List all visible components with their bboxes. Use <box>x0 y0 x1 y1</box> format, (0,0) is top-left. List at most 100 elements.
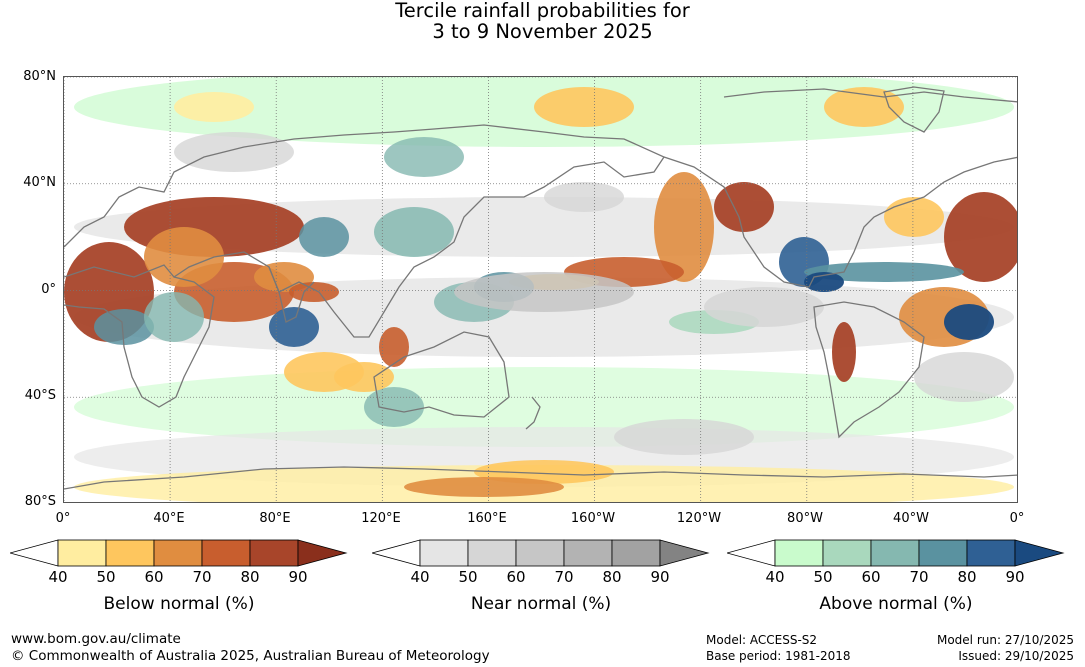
colorbar-tick-label: 70 <box>909 568 929 586</box>
probability-patch <box>334 362 394 392</box>
footer-issued: Issued: 29/10/2025 <box>958 649 1074 663</box>
coastlines <box>64 86 1017 490</box>
probability-patch <box>944 304 994 340</box>
graticule <box>64 77 1017 502</box>
lat-label-40n: 40°N <box>23 175 56 190</box>
colorbar-lower-extension <box>10 539 59 567</box>
probability-patch <box>454 272 634 312</box>
probability-patch <box>884 197 944 237</box>
probability-patch <box>144 292 204 342</box>
coastline-eurasia <box>64 124 665 338</box>
coastline-greenland <box>883 86 945 133</box>
probability-patch <box>944 192 1017 282</box>
probability-patch <box>144 227 224 287</box>
colorbar-segment <box>201 539 251 567</box>
probability-patch <box>174 92 254 122</box>
colorbar-tick-label: 70 <box>554 568 574 586</box>
colorbar-tick-label: 50 <box>96 568 116 586</box>
colorbar-lower-extension <box>372 539 421 567</box>
coastline-new-zealand <box>525 396 541 430</box>
above-normal-colorbar <box>727 538 1067 568</box>
coastline-india <box>268 266 315 323</box>
colorbar-segment <box>419 539 469 567</box>
lon-label-0-right: 0° <box>1009 511 1025 526</box>
title-line-1: Tercile rainfall probabilities for <box>395 0 690 22</box>
colorbar-lower-extension <box>727 539 776 567</box>
coastline-south-america <box>813 301 925 439</box>
colorbar-tick-label: 50 <box>458 568 478 586</box>
probability-patch <box>544 182 624 212</box>
colorbar-graphic <box>10 539 348 567</box>
probability-patch <box>94 309 154 345</box>
probability-patch <box>269 307 319 347</box>
footer-url: www.bom.gov.au/climate <box>11 631 181 647</box>
colorbar-tick-label: 90 <box>650 568 670 586</box>
colorbar-tick-label: 60 <box>861 568 881 586</box>
probability-patch <box>654 172 714 282</box>
near-normal-colorbar <box>372 538 712 568</box>
colorbar-tick-label: 90 <box>1005 568 1025 586</box>
colorbar-tick-label: 80 <box>602 568 622 586</box>
colorbar-segment <box>467 539 517 567</box>
below-normal-title: Below normal (%) <box>103 594 255 614</box>
lon-label-0: 0° <box>55 511 71 526</box>
probability-patch <box>534 87 634 127</box>
lon-label-160w: 160°W <box>570 511 616 526</box>
colorbar-upper-extension <box>297 539 348 567</box>
footer-model-run: Model run: 27/10/2025 <box>936 633 1074 647</box>
colorbar-upper-extension <box>659 539 710 567</box>
probability-patch <box>832 322 856 382</box>
coastline-africa <box>64 264 215 408</box>
probability-patch <box>379 327 409 367</box>
probability-patch <box>404 477 564 497</box>
probability-patch <box>384 137 464 177</box>
probability-patch <box>614 419 754 455</box>
lon-label-120w: 120°W <box>676 511 722 526</box>
probability-patch <box>824 87 904 127</box>
colorbar-segment <box>249 539 299 567</box>
colorbar-segment <box>57 539 107 567</box>
colorbar-segment <box>153 539 203 567</box>
coastline-antarctica <box>64 466 1017 490</box>
probability-patch <box>374 207 454 257</box>
colorbar-tick-label: 50 <box>813 568 833 586</box>
lat-label-80n: 80°N <box>23 69 56 84</box>
colorbar-segment <box>822 539 872 567</box>
map-canvas <box>64 77 1017 502</box>
title-line-2: 3 to 9 November 2025 <box>432 20 653 43</box>
probability-patch <box>914 352 1014 402</box>
rainfall-probability-map <box>63 76 1018 503</box>
lon-label-80w: 80°W <box>787 511 823 526</box>
probability-patch <box>299 217 349 257</box>
colorbar-tick-label: 40 <box>765 568 785 586</box>
lon-label-40e: 40°E <box>153 511 185 526</box>
probability-patch <box>174 132 294 172</box>
lon-label-80e: 80°E <box>259 511 291 526</box>
colorbar-segment <box>105 539 155 567</box>
colorbar-tick-label: 70 <box>192 568 212 586</box>
colorbar-tick-label: 40 <box>410 568 430 586</box>
probability-patch <box>364 387 424 427</box>
lat-label-80s: 80°S <box>24 494 56 509</box>
colorbar-segment <box>870 539 920 567</box>
colorbar-tick-label: 80 <box>957 568 977 586</box>
colorbar-segment <box>515 539 565 567</box>
colorbar-tick-label: 60 <box>144 568 164 586</box>
footer-model: Model: ACCESS-S2 <box>706 633 818 647</box>
lat-label-equator: 0° <box>41 282 56 297</box>
colorbar-segment <box>966 539 1016 567</box>
colorbar-segment <box>918 539 968 567</box>
colorbar-tick-label: 40 <box>48 568 68 586</box>
coastline-north-america <box>663 88 1017 288</box>
lon-label-160e: 160°E <box>467 511 507 526</box>
colorbar-tick-label: 90 <box>288 568 308 586</box>
colorbar-segment <box>611 539 661 567</box>
probability-shading <box>64 77 1017 502</box>
probability-patch <box>804 262 964 282</box>
colorbar-segment <box>563 539 613 567</box>
below-normal-colorbar <box>10 538 350 568</box>
lat-label-40s: 40°S <box>24 388 56 403</box>
colorbar-graphic <box>727 539 1065 567</box>
probability-patch <box>704 287 824 327</box>
footer-copyright: © Commonwealth of Australia 2025, Austra… <box>11 648 490 664</box>
